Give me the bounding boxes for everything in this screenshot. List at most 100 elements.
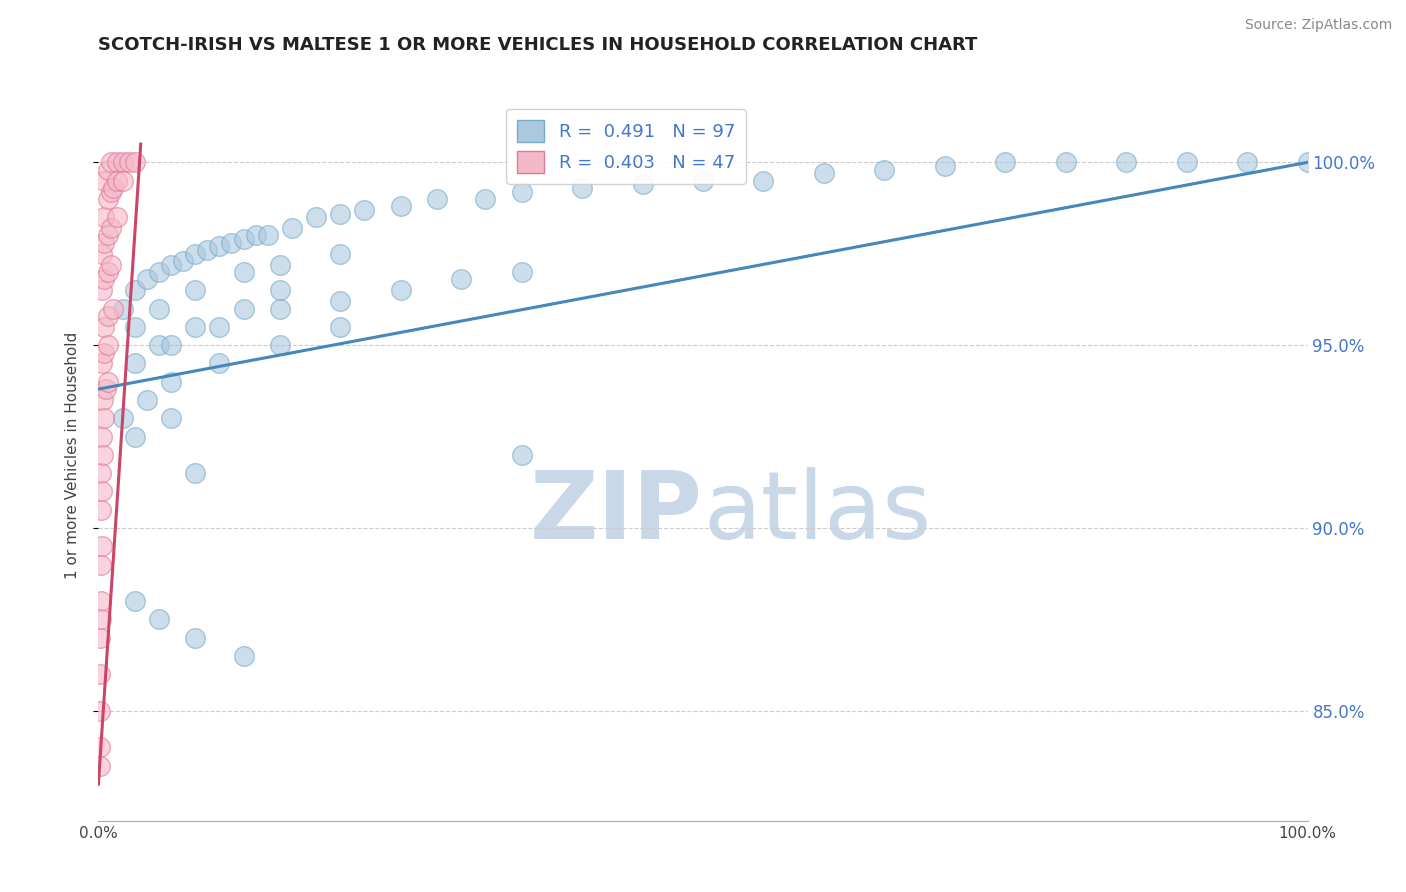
Point	[160, 411, 183, 425]
Point	[97, 309, 120, 323]
Point	[89, 704, 111, 718]
Point	[571, 181, 593, 195]
Point	[269, 338, 291, 352]
Text: ZIP: ZIP	[530, 467, 703, 559]
Point	[1236, 155, 1258, 169]
Point	[148, 301, 170, 316]
Point	[91, 448, 114, 462]
Point	[389, 284, 412, 298]
Point	[474, 192, 496, 206]
Point	[208, 357, 231, 371]
Point	[93, 345, 115, 359]
Point	[97, 192, 120, 206]
Point	[124, 155, 146, 169]
Text: SCOTCH-IRISH VS MALTESE 1 OR MORE VEHICLES IN HOUSEHOLD CORRELATION CHART: SCOTCH-IRISH VS MALTESE 1 OR MORE VEHICL…	[98, 36, 977, 54]
Point	[124, 320, 146, 334]
Point	[135, 272, 157, 286]
Point	[148, 338, 170, 352]
Point	[1054, 155, 1077, 169]
Point	[245, 228, 267, 243]
Point	[195, 243, 218, 257]
Point	[93, 272, 115, 286]
Point	[91, 430, 114, 444]
Point	[89, 740, 111, 755]
Point	[105, 211, 128, 225]
Point	[208, 239, 231, 253]
Point	[148, 265, 170, 279]
Point	[994, 155, 1017, 169]
Text: atlas: atlas	[703, 467, 931, 559]
Point	[97, 228, 120, 243]
Point	[94, 382, 117, 396]
Point	[100, 155, 122, 169]
Point	[426, 192, 449, 206]
Point	[510, 448, 533, 462]
Point	[93, 174, 115, 188]
Point	[97, 375, 120, 389]
Point	[101, 181, 124, 195]
Point	[510, 185, 533, 199]
Point	[184, 631, 207, 645]
Point	[91, 284, 114, 298]
Point	[135, 392, 157, 407]
Point	[91, 357, 114, 371]
Point	[269, 258, 291, 272]
Point	[91, 539, 114, 553]
Point	[1175, 155, 1198, 169]
Point	[93, 320, 115, 334]
Point	[100, 185, 122, 199]
Point	[232, 649, 254, 664]
Point	[93, 411, 115, 425]
Y-axis label: 1 or more Vehicles in Household: 1 or more Vehicles in Household	[65, 331, 80, 579]
Point	[111, 411, 134, 425]
Point	[91, 392, 114, 407]
Point	[124, 594, 146, 608]
Point	[232, 232, 254, 246]
Point	[184, 320, 207, 334]
Point	[105, 174, 128, 188]
Point	[510, 265, 533, 279]
Point	[305, 211, 328, 225]
Point	[105, 155, 128, 169]
Point	[124, 284, 146, 298]
Point	[692, 174, 714, 188]
Point	[1115, 155, 1137, 169]
Point	[172, 254, 194, 268]
Point	[124, 357, 146, 371]
Point	[118, 155, 141, 169]
Point	[89, 631, 111, 645]
Point	[232, 301, 254, 316]
Point	[124, 430, 146, 444]
Point	[97, 338, 120, 352]
Point	[90, 613, 112, 627]
Point	[93, 211, 115, 225]
Point	[232, 265, 254, 279]
Point	[873, 162, 896, 177]
Point	[93, 235, 115, 250]
Point	[256, 228, 278, 243]
Point	[148, 613, 170, 627]
Point	[631, 178, 654, 192]
Point	[450, 272, 472, 286]
Point	[184, 246, 207, 260]
Point	[100, 221, 122, 235]
Point	[329, 320, 352, 334]
Point	[90, 594, 112, 608]
Point	[89, 759, 111, 773]
Point	[934, 159, 956, 173]
Legend: R =  0.491   N = 97, R =  0.403   N = 47: R = 0.491 N = 97, R = 0.403 N = 47	[506, 109, 747, 184]
Point	[160, 258, 183, 272]
Point	[111, 301, 134, 316]
Point	[90, 503, 112, 517]
Point	[269, 301, 291, 316]
Point	[221, 235, 243, 250]
Point	[752, 174, 775, 188]
Point	[90, 467, 112, 481]
Point	[269, 284, 291, 298]
Point	[389, 199, 412, 213]
Point	[111, 155, 134, 169]
Point	[329, 246, 352, 260]
Point	[353, 202, 375, 217]
Point	[208, 320, 231, 334]
Point	[184, 284, 207, 298]
